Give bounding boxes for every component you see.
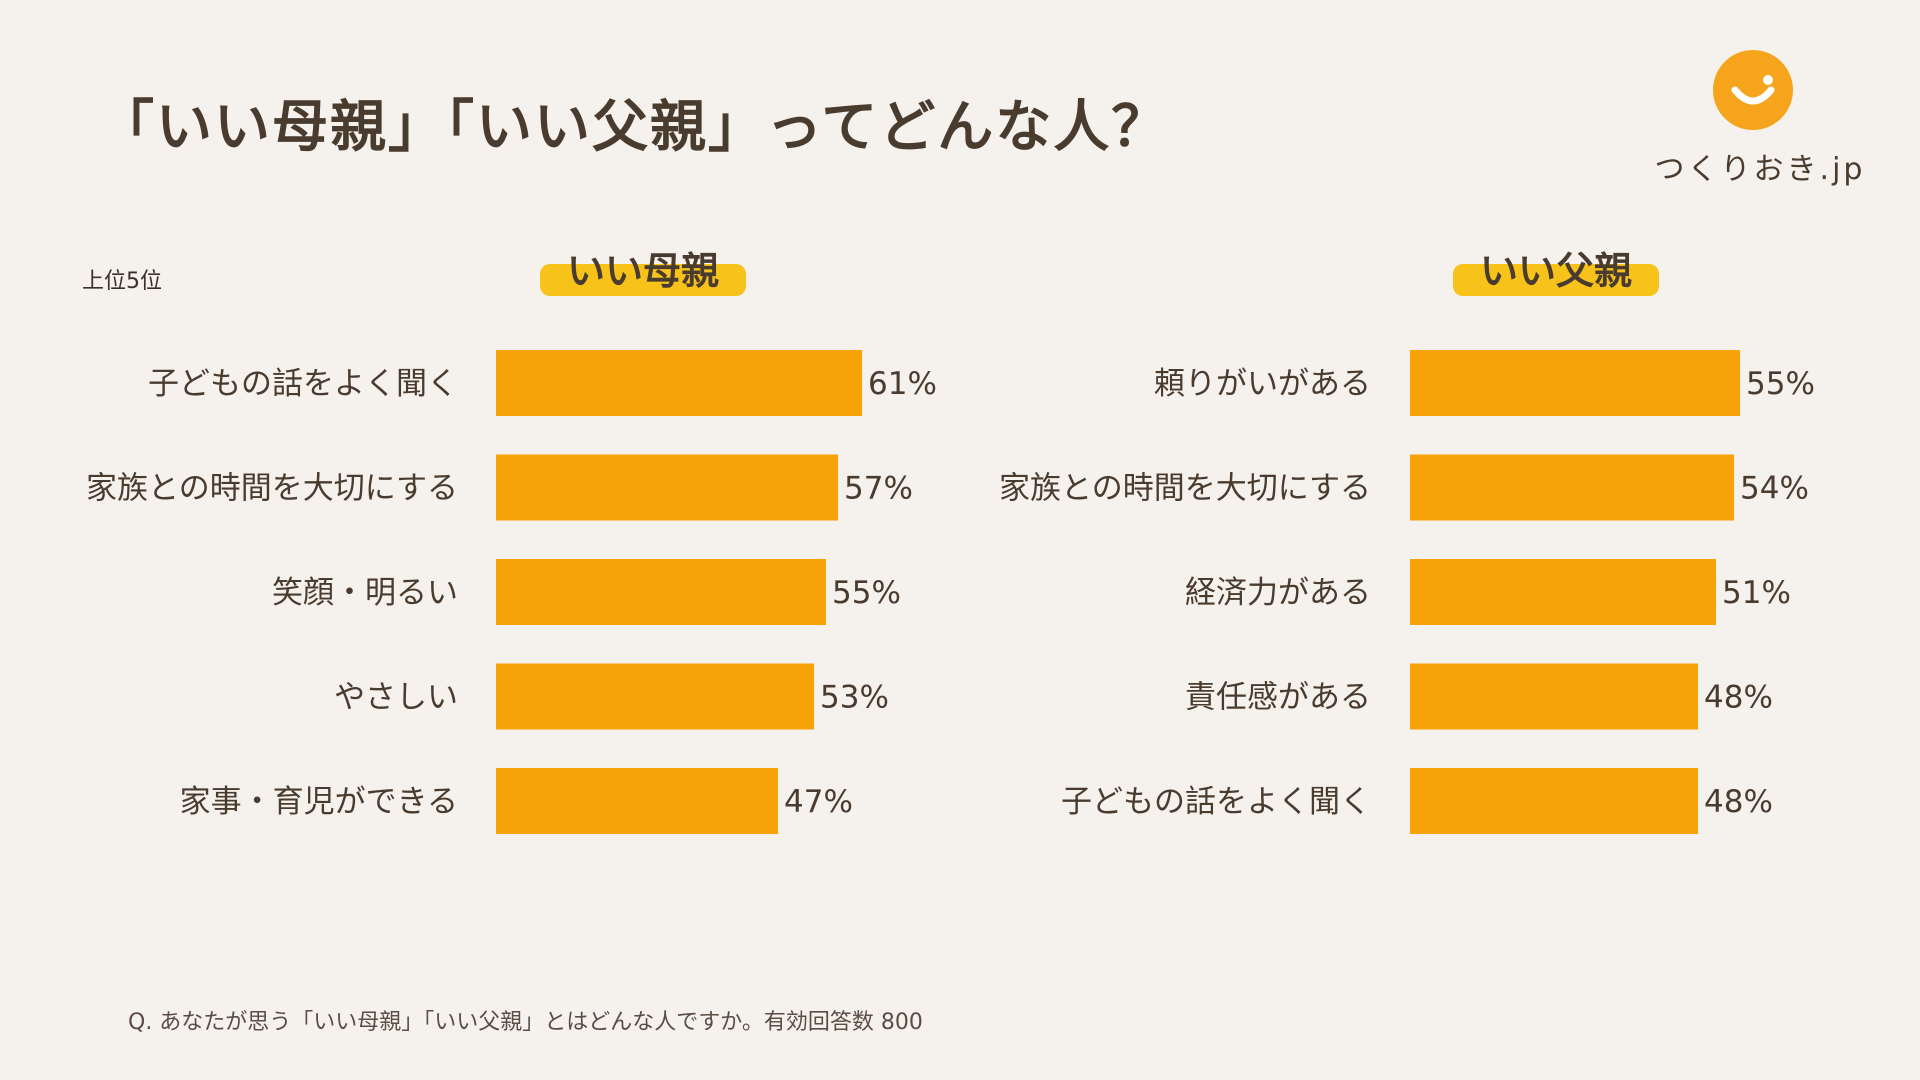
mother-bar [496, 663, 814, 730]
father-category-label: 頼りがいがある [1154, 366, 1371, 402]
father-bar [1410, 768, 1698, 834]
father-bar [1410, 350, 1740, 416]
father-value-label: 48% [1704, 680, 1773, 716]
mother-value-label: 61% [868, 366, 937, 402]
father-category-label: 家族との時間を大切にする [999, 471, 1371, 507]
father-bar [1410, 559, 1716, 625]
mother-panel-title: いい母親 [540, 240, 746, 300]
mother-bar [496, 350, 862, 416]
title-highlight [540, 264, 746, 296]
mother-value-label: 47% [784, 784, 853, 820]
father-value-label: 55% [1746, 366, 1815, 402]
mother-category-label: 家族との時間を大切にする [86, 471, 458, 507]
father-value-label: 51% [1722, 575, 1791, 611]
logo-text: つくりおき.jp [1654, 152, 1866, 187]
rank-label: 上位5位 [82, 269, 162, 294]
mother-value-label: 57% [844, 471, 913, 507]
father-value-label: 54% [1740, 471, 1809, 507]
mother-bar [496, 454, 838, 521]
page-title: 「いい母親」「いい父親」ってどんな人？ [98, 95, 1170, 160]
mother-category-label: 家事・育児ができる [180, 784, 458, 820]
mother-category-label: やさしい [334, 680, 458, 716]
mother-value-label: 53% [820, 680, 889, 716]
mother-category-label: 子どもの話をよく聞く [148, 366, 458, 402]
title-highlight [1453, 264, 1659, 296]
mother-category-label: 笑顔・明るい [272, 575, 458, 611]
father-bar [1410, 454, 1734, 521]
father-bar [1410, 663, 1698, 730]
mother-panel-title-text: いい母親 [566, 249, 719, 293]
father-category-label: 子どもの話をよく聞く [1061, 784, 1371, 820]
mother-bar [496, 559, 826, 625]
footnote: Q. あなたが思う「いい母親」「いい父親」とはどんな人ですか。有効回答数 800 [128, 1010, 923, 1035]
smile-icon [1713, 50, 1793, 130]
father-category-label: 経済力がある [1185, 575, 1371, 611]
father-panel-title-text: いい父親 [1479, 249, 1632, 293]
father-panel-title: いい父親 [1453, 240, 1659, 300]
father-value-label: 48% [1704, 784, 1773, 820]
father-category-label: 責任感がある [1185, 680, 1371, 716]
mother-bar [496, 768, 778, 834]
mother-value-label: 55% [832, 575, 901, 611]
logo: つくりおき.jp [1640, 48, 1880, 188]
